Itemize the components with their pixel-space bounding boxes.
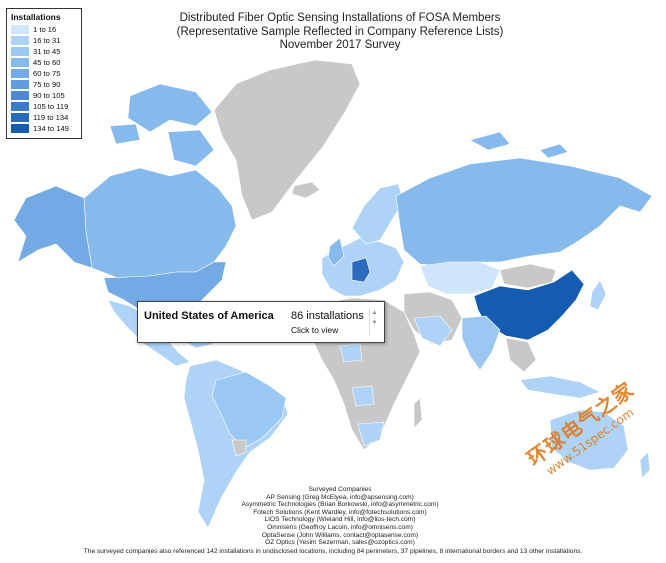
surveyed-companies: Surveyed Companies AP Sensing (Greg McEl… [180,486,500,547]
country-usa[interactable] [103,261,227,313]
credit-line: OptaSense (John Williams, contact@optase… [261,531,419,539]
credit-line: LIOS Technology (Wieland Hill, info@lios… [264,516,416,524]
legend-swatch [11,35,29,45]
legend-item: 45 to 60 [11,57,77,68]
country-brazil[interactable] [211,371,287,449]
country-madagascar[interactable] [413,397,423,429]
legend-label: 45 to 60 [33,57,61,67]
legend-label: 119 to 134 [33,112,69,122]
legend-label: 60 to 75 [33,68,61,78]
country-angola[interactable] [351,385,375,407]
legend-label: 1 to 16 [33,24,57,34]
region-indonesia[interactable] [519,375,601,399]
country-russia-islands[interactable] [469,131,569,159]
region-southeast-asia[interactable] [505,337,537,373]
legend-swatch [11,90,29,100]
legend-item: 134 to 149 [11,123,77,134]
country-tooltip[interactable]: United States of America 86 installation… [137,301,385,343]
legend-item: 105 to 119 [11,101,77,112]
footnote: The surveyed companies also referenced 1… [83,548,583,555]
country-saudi-arabia[interactable] [413,315,453,347]
map-legend: Installations 1 to 16 16 to 31 31 to 45 45 … [6,8,82,139]
country-canada[interactable] [83,167,237,279]
legend-swatch [11,46,29,56]
legend-item: 60 to 75 [11,68,77,79]
legend-label: 75 to 90 [33,79,61,89]
legend-swatch [11,68,29,78]
credit-line: OZ Optics (Yesim Sezerman, sales@ozoptic… [265,539,415,547]
legend-label: 134 to 149 [33,123,69,133]
legend-label: 31 to 45 [33,46,61,56]
credit-line: AP Sensing (Greg McElyea, info@apsensing… [266,493,414,501]
scroll-up-icon[interactable]: ▲ [371,310,378,316]
credits-heading: Surveyed Companies [308,486,372,493]
region-scandinavia[interactable] [351,183,405,245]
legend-swatch [11,57,29,67]
country-russia[interactable] [395,157,653,267]
credit-line: Omnisens (Geoffroy Lacoin, info@omnisens… [267,523,413,531]
country-japan[interactable] [589,279,607,311]
country-india[interactable] [461,315,501,371]
tooltip-installation-count: 86 installations [291,310,364,322]
map-title: Distributed Fiber Optic Sensing Installa… [170,12,510,53]
title-line-2: (Representative Sample Reflected in Comp… [176,25,504,38]
legend-item: 31 to 45 [11,46,77,57]
country-greenland[interactable] [213,59,361,221]
legend-swatch [11,101,29,111]
title-line-1: Distributed Fiber Optic Sensing Installa… [179,12,501,24]
legend-title: Installations [11,12,61,22]
legend-item: 90 to 105 [11,90,77,101]
country-south-africa[interactable] [357,421,385,447]
legend-swatch [11,123,29,133]
legend-label: 16 to 31 [33,35,61,45]
legend-label: 90 to 105 [33,90,65,100]
legend-item: 1 to 16 [11,24,77,35]
country-canada-islands[interactable] [109,83,215,167]
legend-item: 119 to 134 [11,112,77,123]
tooltip-country-name: United States of America [144,310,274,322]
legend-item: 16 to 31 [11,35,77,46]
credit-line: Fotech Solutions (Kent Wardley, info@fot… [253,508,427,516]
country-mongolia[interactable] [499,263,557,289]
credit-line: Asymmetric Technologies (Brian Borkowski… [241,501,439,509]
legend-items: 1 to 16 16 to 31 31 to 45 45 to 60 60 to 75 7… [11,24,77,134]
country-germany[interactable] [351,257,371,283]
legend-label: 105 to 119 [33,101,69,111]
legend-swatch [11,79,29,89]
legend-item: 75 to 90 [11,79,77,90]
country-nigeria[interactable] [339,343,363,363]
country-uk[interactable] [327,237,345,267]
country-kazakhstan[interactable] [419,261,501,295]
country-paraguay[interactable] [231,439,247,457]
tooltip-scrollbar[interactable]: ▲ ▼ [369,308,379,336]
scroll-down-icon[interactable]: ▼ [371,320,378,326]
legend-swatch [11,24,29,34]
tooltip-click-to-view[interactable]: Click to view [291,325,339,335]
title-line-3: November 2017 Survey [279,39,401,51]
country-iceland[interactable] [291,181,321,199]
country-alaska[interactable] [13,185,93,269]
country-australia[interactable] [549,409,629,471]
legend-swatch [11,112,29,122]
country-new-zealand[interactable] [639,451,651,479]
